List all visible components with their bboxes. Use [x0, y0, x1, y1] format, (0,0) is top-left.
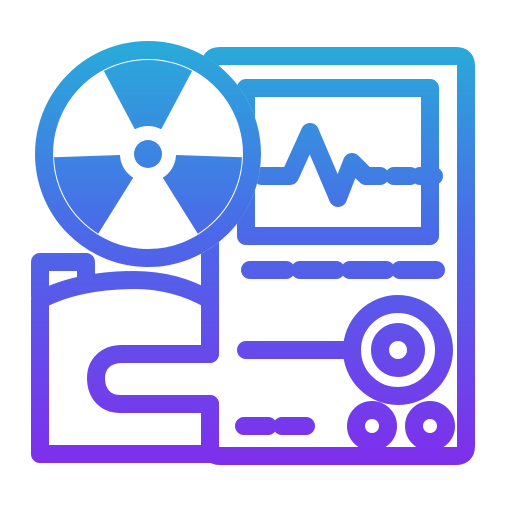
waveform — [262, 132, 380, 198]
screen — [246, 88, 430, 236]
indicator-dot — [414, 410, 446, 442]
radiation-hub-icon — [134, 140, 162, 168]
dial-outer — [352, 304, 444, 396]
dial-inner — [380, 332, 416, 368]
indicator-dot — [356, 410, 388, 442]
hand-icon — [40, 280, 210, 454]
geiger-counter-icon — [0, 0, 512, 512]
